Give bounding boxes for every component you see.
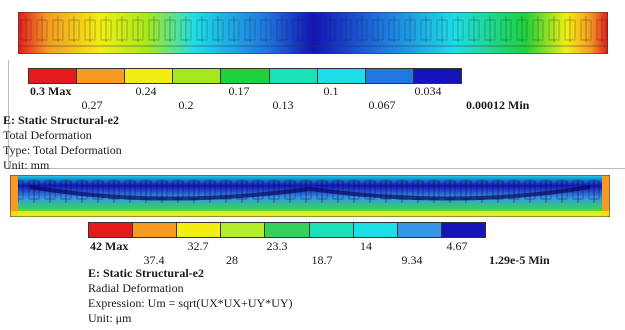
legend-min-label: 1.29e-5 Min: [489, 253, 550, 267]
legend-tick: 18.7: [311, 253, 333, 267]
legend-tick: 0.24: [135, 84, 157, 98]
total-deformation-contour-plot[interactable]: [18, 12, 608, 54]
legend-color-cell: [441, 223, 485, 237]
viewport-frame: [8, 60, 625, 169]
legend-color-cell: [397, 223, 442, 237]
legend-tick: 37.4: [143, 253, 165, 267]
legend-tick: 0.17: [228, 84, 250, 98]
result-type: Type: Total Deformation: [3, 143, 122, 157]
result-info: E: Static Structural-e2 Total Deformatio…: [3, 113, 122, 173]
result-name: Total Deformation: [3, 128, 92, 142]
legend-tick: 0.27: [81, 98, 103, 112]
legend-max-label: 42 Max: [90, 239, 129, 253]
radial-deformation-contour-plot[interactable]: [10, 175, 610, 217]
legend-color-cell: [365, 69, 414, 83]
result-name: Radial Deformation: [88, 281, 184, 295]
result-unit: Unit: mm: [3, 158, 50, 172]
legend-color-cell: [133, 223, 178, 237]
result-expression: Expression: Um = sqrt(UX*UX+UY*UY): [88, 296, 293, 310]
legend-tick: 0.1: [323, 84, 339, 98]
legend-tick: 9.34: [401, 253, 423, 267]
legend-color-cell: [29, 69, 78, 83]
legend-color-cell: [309, 223, 354, 237]
legend-tick: 32.7: [187, 239, 209, 253]
legend-tick: 0.2: [178, 98, 194, 112]
total-deformation-panel: 0.3 Max 0.24 0.17 0.1 0.034 0.27 0.2 0.1…: [3, 12, 625, 173]
legend-min-label: 0.00012 Min: [466, 98, 530, 112]
legend-tick: 0.034: [414, 84, 442, 98]
legend-tick: 4.67: [446, 239, 468, 253]
result-unit: Unit: μm: [88, 311, 132, 325]
legend-color-cell: [269, 69, 318, 83]
legend-tick: 14: [360, 239, 372, 253]
legend-color-cell: [265, 223, 310, 237]
legend-color-cell: [89, 223, 134, 237]
legend-max-label: 0.3 Max: [30, 84, 72, 98]
legend-tick: 0.13: [272, 98, 294, 112]
legend-tick: 28: [226, 253, 238, 267]
result-title: E: Static Structural-e2: [88, 266, 204, 280]
legend-color-cell: [177, 223, 222, 237]
legend-tick: 23.3: [266, 239, 288, 253]
legend-color-cell: [413, 69, 461, 83]
radial-deformation-panel: 42 Max 32.7 23.3 14 4.67 37.4 28 18.7 9.…: [0, 170, 625, 330]
color-legend: [28, 68, 462, 84]
legend-color-cell: [221, 69, 270, 83]
result-info: E: Static Structural-e2 Radial Deformati…: [88, 266, 293, 326]
legend-color-cell: [173, 69, 222, 83]
legend-color-cell: [125, 69, 174, 83]
legend-tick: 0.067: [368, 98, 396, 112]
legend-color-cell: [77, 69, 126, 83]
legend-color-cell: [353, 223, 398, 237]
legend-color-cell: [221, 223, 266, 237]
color-legend: [88, 222, 486, 238]
legend-color-cell: [317, 69, 366, 83]
result-title: E: Static Structural-e2: [3, 113, 119, 127]
